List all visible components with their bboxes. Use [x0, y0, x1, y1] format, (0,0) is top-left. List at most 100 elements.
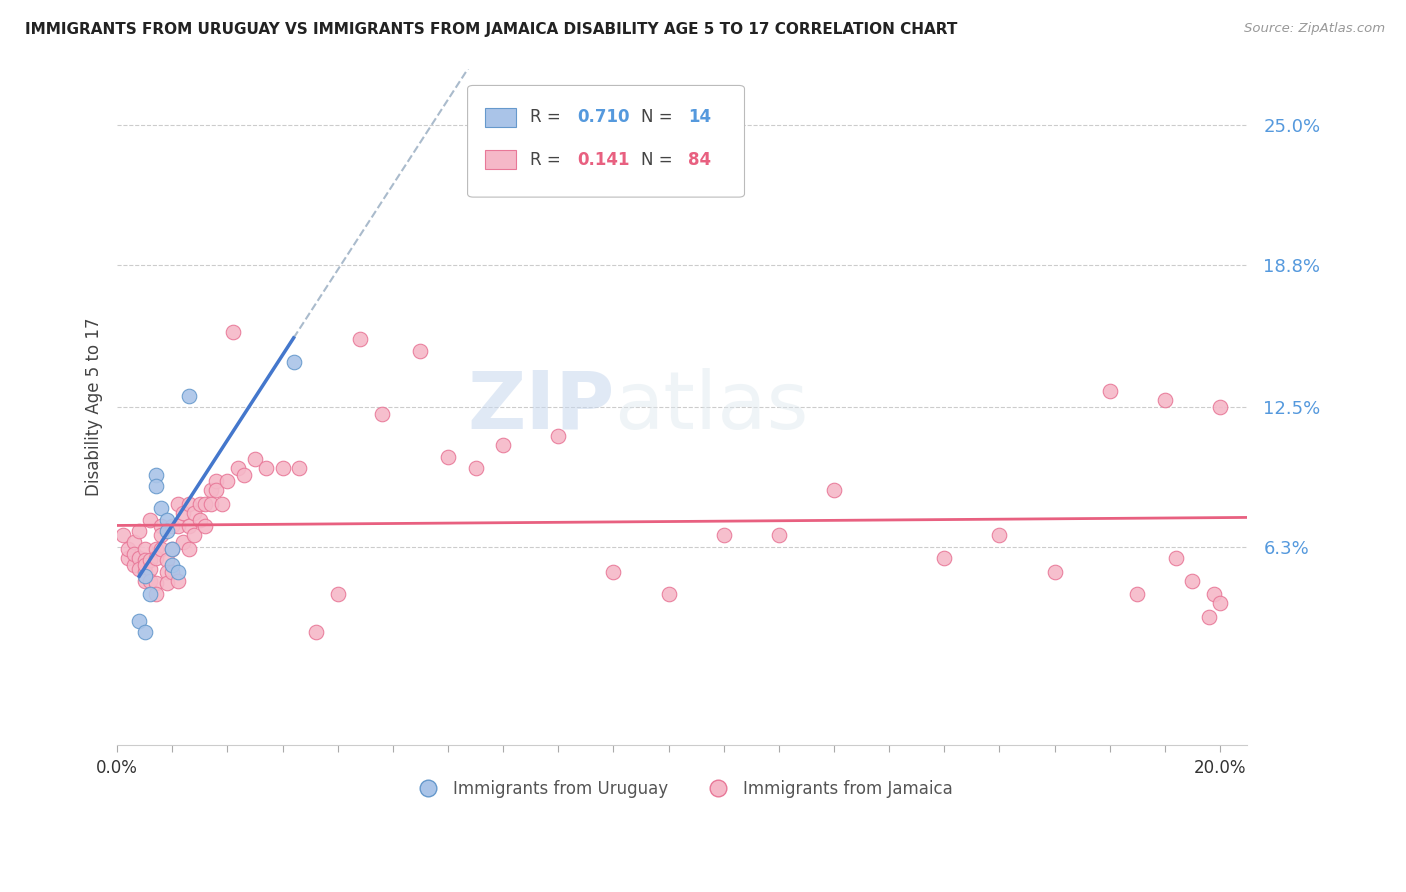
Point	[1181, 574, 1204, 588]
Point	[326, 587, 349, 601]
Point	[211, 497, 233, 511]
Point	[177, 519, 200, 533]
Point	[305, 625, 328, 640]
Point	[134, 542, 156, 557]
Point	[254, 460, 277, 475]
Point	[111, 528, 134, 542]
Point	[768, 528, 790, 542]
Text: 84: 84	[688, 151, 711, 169]
Point	[934, 551, 956, 566]
Point	[162, 542, 184, 557]
Point	[156, 524, 179, 538]
Point	[156, 565, 179, 579]
Point	[823, 483, 845, 498]
Point	[134, 558, 156, 572]
Point	[437, 450, 460, 464]
Point	[205, 483, 228, 498]
Point	[156, 575, 179, 590]
Point	[128, 562, 150, 576]
Legend: Immigrants from Uruguay, Immigrants from Jamaica: Immigrants from Uruguay, Immigrants from…	[405, 773, 960, 805]
Point	[128, 551, 150, 566]
Point	[162, 519, 184, 533]
Point	[177, 389, 200, 403]
Point	[1126, 587, 1149, 601]
Point	[1209, 400, 1232, 414]
Point	[172, 506, 194, 520]
Point	[349, 332, 371, 346]
Point	[1164, 551, 1187, 566]
Point	[200, 497, 222, 511]
Point	[134, 569, 156, 583]
Point	[145, 575, 167, 590]
Point	[243, 451, 266, 466]
Point	[145, 467, 167, 482]
Text: N =: N =	[641, 108, 678, 127]
Text: 14: 14	[688, 108, 711, 127]
Point	[1204, 587, 1226, 601]
Point	[166, 574, 188, 588]
Y-axis label: Disability Age 5 to 17: Disability Age 5 to 17	[86, 318, 103, 496]
Point	[134, 553, 156, 567]
Point	[1098, 384, 1121, 398]
Point	[205, 475, 228, 489]
Point	[166, 519, 188, 533]
FancyBboxPatch shape	[485, 108, 516, 127]
Text: R =: R =	[530, 151, 565, 169]
Point	[134, 565, 156, 579]
Point	[1209, 596, 1232, 610]
Point	[145, 587, 167, 601]
Point	[150, 501, 173, 516]
Point	[128, 614, 150, 628]
Text: ZIP: ZIP	[467, 368, 614, 446]
Point	[145, 542, 167, 557]
Point	[1043, 565, 1066, 579]
Point	[122, 547, 145, 561]
Point	[288, 460, 311, 475]
Point	[134, 574, 156, 588]
Point	[134, 625, 156, 640]
Point	[492, 438, 515, 452]
Point	[409, 343, 432, 358]
Point	[172, 535, 194, 549]
Point	[222, 326, 245, 340]
Point	[139, 513, 162, 527]
Point	[117, 551, 139, 566]
Point	[162, 542, 184, 557]
Point	[657, 587, 679, 601]
Point	[988, 528, 1011, 542]
Text: N =: N =	[641, 151, 678, 169]
Point	[271, 460, 294, 475]
Point	[122, 558, 145, 572]
Point	[166, 565, 188, 579]
Point	[194, 519, 217, 533]
Point	[139, 553, 162, 567]
Point	[371, 407, 394, 421]
Point	[145, 479, 167, 493]
Point	[156, 513, 179, 527]
Point	[128, 524, 150, 538]
Point	[162, 558, 184, 572]
Point	[713, 528, 735, 542]
Point	[183, 506, 205, 520]
Point	[162, 565, 184, 579]
Text: 0.141: 0.141	[578, 151, 630, 169]
Point	[139, 562, 162, 576]
Point	[139, 587, 162, 601]
Point	[156, 553, 179, 567]
Point	[183, 528, 205, 542]
Point	[177, 542, 200, 557]
Point	[194, 497, 217, 511]
Text: IMMIGRANTS FROM URUGUAY VS IMMIGRANTS FROM JAMAICA DISABILITY AGE 5 TO 17 CORREL: IMMIGRANTS FROM URUGUAY VS IMMIGRANTS FR…	[25, 22, 957, 37]
Point	[602, 565, 624, 579]
Point	[145, 551, 167, 566]
Text: atlas: atlas	[614, 368, 808, 446]
Point	[177, 497, 200, 511]
Point	[1198, 609, 1220, 624]
Point	[233, 467, 256, 482]
Point	[150, 528, 173, 542]
FancyBboxPatch shape	[485, 151, 516, 169]
Point	[122, 535, 145, 549]
Point	[547, 429, 569, 443]
Point	[217, 475, 239, 489]
Point	[283, 355, 305, 369]
